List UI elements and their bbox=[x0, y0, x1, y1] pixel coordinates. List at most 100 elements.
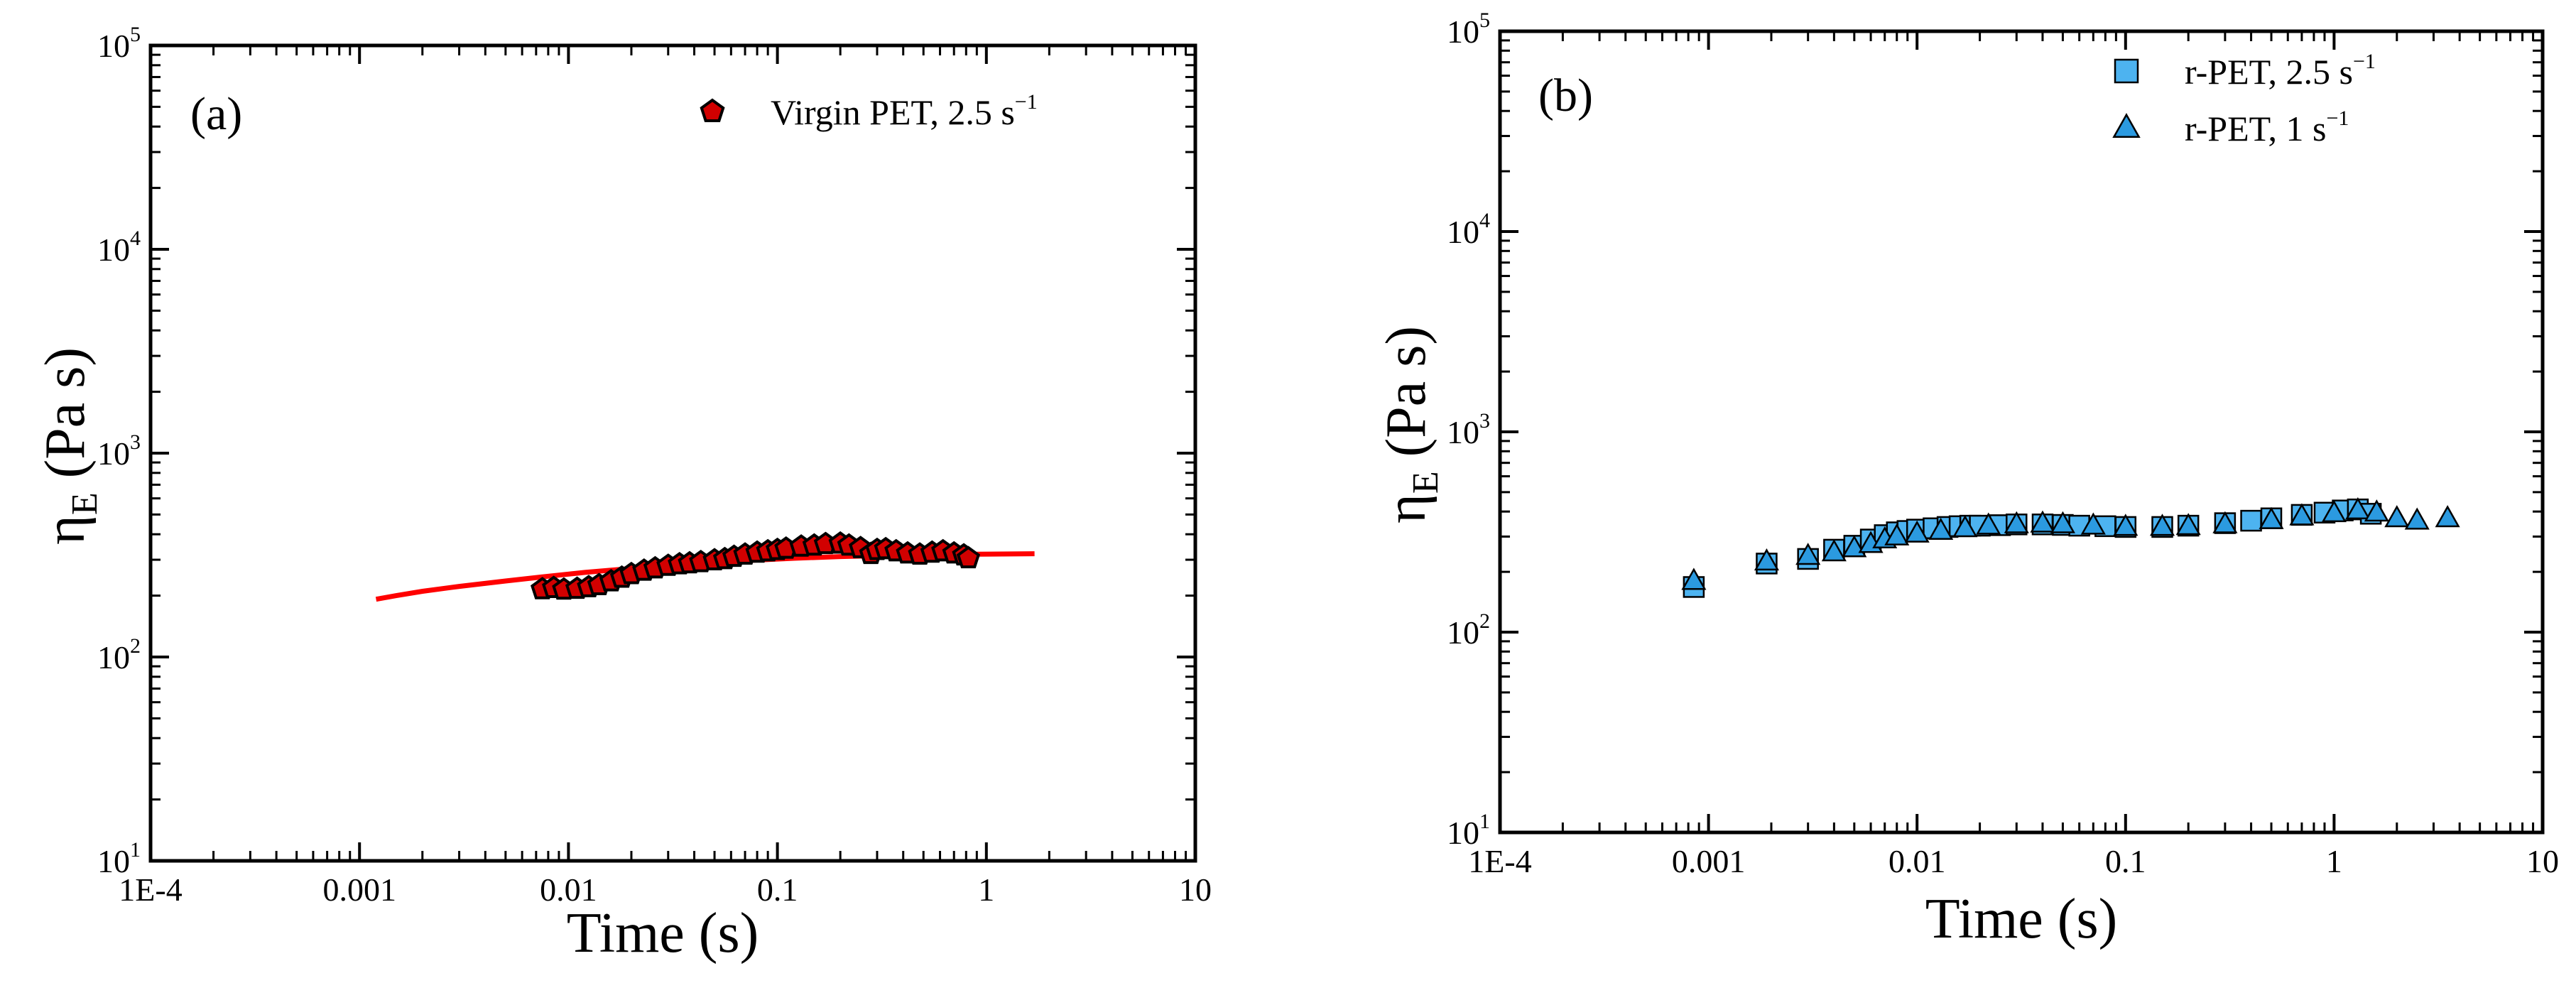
x-tick-label: 1E-4 bbox=[119, 871, 182, 908]
data-layer bbox=[375, 531, 1035, 602]
y-tick-label: 105 bbox=[1447, 9, 1490, 50]
data-point bbox=[2345, 497, 2371, 520]
data-point bbox=[2004, 511, 2029, 533]
data-point bbox=[2113, 514, 2138, 536]
data-point bbox=[2175, 513, 2201, 536]
x-tick-label: 10 bbox=[2526, 843, 2559, 879]
y-axis-title-symbol: η bbox=[34, 515, 97, 545]
y-tick-label: 104 bbox=[97, 227, 141, 268]
x-ticks bbox=[149, 45, 1197, 861]
data-point bbox=[2259, 506, 2284, 529]
x-tick-label: 1 bbox=[2326, 843, 2342, 879]
y-tick-base: 10 bbox=[97, 28, 130, 64]
series-triangle bbox=[1681, 497, 2460, 590]
legend-marker bbox=[700, 98, 725, 122]
data-point bbox=[1795, 543, 1821, 565]
y-tick-exponent: 5 bbox=[1479, 9, 1490, 32]
y-tick-exponent: 1 bbox=[130, 838, 141, 862]
data-point bbox=[1884, 523, 1910, 545]
panel-label: (b) bbox=[1538, 70, 1593, 121]
y-tick-base: 10 bbox=[1447, 414, 1479, 450]
legend-superscript: −1 bbox=[2326, 107, 2349, 130]
data-point bbox=[1952, 515, 1978, 538]
data-point bbox=[2030, 510, 2055, 533]
legend-label: r-PET, 1 s−1 bbox=[2185, 107, 2349, 148]
data-point bbox=[2404, 507, 2430, 530]
legend-label: Virgin PET, 2.5 s−1 bbox=[771, 90, 1038, 132]
y-axis-title-subscript: E bbox=[1406, 471, 1446, 494]
x-tick-label: 0.01 bbox=[1888, 843, 1946, 879]
data-point bbox=[1976, 512, 2001, 535]
legend-name: r-PET, 2.5 s bbox=[2185, 52, 2353, 92]
data-point bbox=[1681, 567, 1707, 590]
y-axis-title: ηE (Pa s) bbox=[1375, 326, 1446, 523]
y-axis-title: ηE (Pa s) bbox=[34, 347, 105, 545]
data-point bbox=[2149, 514, 2175, 536]
y-axis-title-units: (Pa s) bbox=[34, 347, 97, 492]
plot-frame bbox=[148, 43, 1197, 863]
y-tick-label: 105 bbox=[97, 23, 141, 64]
data-point bbox=[2080, 512, 2106, 535]
y-ticks bbox=[1500, 30, 2543, 834]
y-tick-exponent: 1 bbox=[1479, 810, 1490, 833]
data-point bbox=[2321, 500, 2347, 523]
y-axis-title-units: (Pa s) bbox=[1375, 326, 1438, 471]
x-tick-label: 0.001 bbox=[1672, 843, 1746, 879]
y-tick-label: 104 bbox=[1447, 209, 1490, 250]
series-square bbox=[1683, 498, 2382, 598]
data-point bbox=[2435, 505, 2460, 528]
y-tick-base: 10 bbox=[97, 843, 130, 879]
x-tick-label: 1 bbox=[978, 871, 994, 908]
legend-marker bbox=[2112, 113, 2141, 139]
y-tick-base: 10 bbox=[1447, 815, 1479, 851]
y-tick-label: 102 bbox=[1447, 609, 1490, 651]
y-ticks bbox=[151, 44, 1195, 862]
legend-entry: r-PET, 2.5 s−1 bbox=[2114, 50, 2376, 92]
x-tick-label: 1E-4 bbox=[1468, 843, 1531, 879]
y-tick-base: 10 bbox=[1447, 614, 1479, 651]
y-tick-exponent: 2 bbox=[130, 634, 141, 658]
legend-name: Virgin PET, 2.5 s bbox=[771, 92, 1015, 132]
data-point bbox=[1928, 517, 1954, 540]
y-tick-base: 10 bbox=[97, 639, 130, 675]
legend-name: r-PET, 1 s bbox=[2185, 109, 2326, 148]
x-axis-title: Time (s) bbox=[567, 902, 759, 965]
legend-label: r-PET, 2.5 s−1 bbox=[2185, 50, 2376, 92]
data-point bbox=[2289, 503, 2315, 526]
y-tick-label: 101 bbox=[1447, 810, 1490, 851]
y-tick-base: 10 bbox=[97, 232, 130, 268]
data-point bbox=[1821, 539, 1847, 562]
x-tick-label: 0.001 bbox=[322, 871, 396, 908]
y-tick-exponent: 3 bbox=[130, 430, 141, 454]
y-axis-title-symbol: η bbox=[1375, 494, 1438, 523]
y-tick-label: 103 bbox=[1447, 409, 1490, 450]
data-point bbox=[1754, 548, 1779, 571]
x-axis-title: Time (s) bbox=[1925, 888, 2117, 950]
x-tick-label: 10 bbox=[1179, 871, 1212, 908]
y-tick-label: 101 bbox=[97, 838, 141, 879]
data-point bbox=[2212, 511, 2238, 533]
y-tick-label: 103 bbox=[97, 430, 141, 472]
data-point bbox=[1904, 520, 1930, 543]
y-tick-label: 102 bbox=[97, 634, 141, 675]
y-axis-title-subscript: E bbox=[65, 492, 105, 515]
x-tick-label: 0.01 bbox=[540, 871, 597, 908]
y-tick-exponent: 3 bbox=[1479, 409, 1490, 433]
data-layer bbox=[1681, 497, 2460, 598]
y-tick-exponent: 2 bbox=[1479, 609, 1490, 633]
y-tick-exponent: 4 bbox=[130, 227, 141, 250]
y-tick-base: 10 bbox=[1447, 13, 1479, 50]
panel-label: (a) bbox=[190, 88, 242, 140]
legend-entry: r-PET, 1 s−1 bbox=[2112, 107, 2349, 148]
y-tick-exponent: 4 bbox=[1479, 209, 1490, 232]
x-tick-label: 0.1 bbox=[757, 871, 798, 908]
x-tick-label: 0.1 bbox=[2105, 843, 2146, 879]
data-point bbox=[2384, 505, 2410, 528]
data-point bbox=[2050, 511, 2075, 533]
data-point bbox=[2364, 499, 2389, 522]
plot-frame bbox=[1498, 29, 2545, 835]
legend-entry: Virgin PET, 2.5 s−1 bbox=[700, 90, 1038, 132]
